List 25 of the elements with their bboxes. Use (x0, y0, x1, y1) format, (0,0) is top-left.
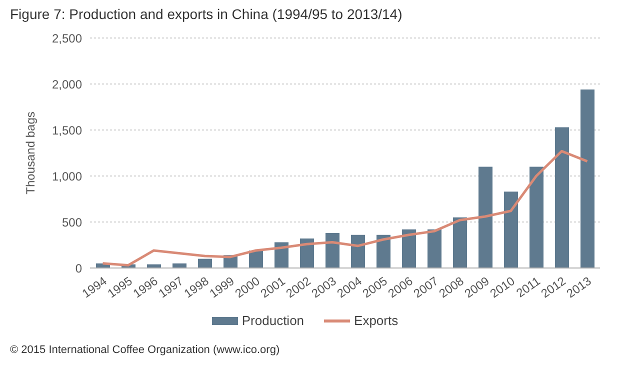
y-tick-label: 2,000 (52, 77, 82, 92)
bar (326, 233, 340, 268)
line-series (102, 150, 588, 266)
bar (402, 229, 416, 268)
y-axis-title: Thousand bags (23, 112, 38, 194)
chart-title: Figure 7: Production and exports in China (1994/95 to 2013/14) (10, 6, 402, 22)
y-tick-label: 500 (62, 215, 82, 230)
bar (504, 192, 518, 268)
bar (351, 234, 365, 268)
bar (453, 217, 467, 268)
bar (555, 127, 569, 268)
y-tick-label: 0 (75, 261, 82, 276)
y-tick-label: 1,500 (52, 123, 82, 138)
y-tick-label: 2,500 (52, 31, 82, 46)
legend-label: Exports (354, 313, 398, 328)
bar (530, 166, 544, 268)
bar (580, 90, 594, 268)
bar (478, 166, 492, 268)
bar (198, 258, 212, 268)
bar (376, 234, 390, 268)
text: © 2015 International Coffee Organization (www.ico.org) (10, 344, 280, 356)
bar (300, 238, 314, 268)
legend-label: Production (242, 313, 304, 328)
bar (428, 229, 442, 268)
y-tick-label: 1,000 (52, 169, 82, 184)
